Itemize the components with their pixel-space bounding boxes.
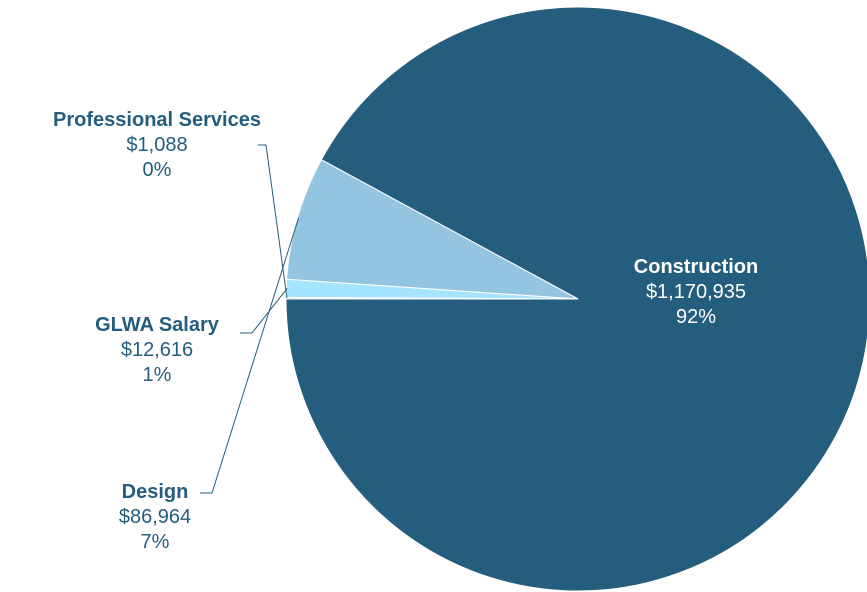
leader-line-glwa-salary [240, 288, 288, 334]
pie-slice-construction [285, 6, 867, 592]
label-name: Construction [634, 256, 758, 278]
data-labels: Construction $1,170,935 92% Design $86,964 7%… [53, 109, 758, 553]
label-percent: 1% [143, 364, 172, 386]
pie-slice-professional-services [285, 296, 579, 300]
data-label-construction: Construction $1,170,935 92% [634, 256, 758, 328]
label-amount: $1,170,935 [646, 281, 746, 303]
leader-lines [200, 144, 300, 494]
leader-line-design [200, 217, 300, 494]
label-percent: 92% [676, 306, 716, 328]
label-percent: 0% [143, 159, 172, 181]
data-label-professional-services: Professional Services $1,088 0% [53, 109, 261, 181]
pie-slice-design [286, 158, 579, 300]
pie-slices [285, 6, 867, 592]
label-amount: $86,964 [119, 506, 191, 528]
label-name: Professional Services [53, 109, 261, 131]
label-name: GLWA Salary [95, 314, 220, 336]
label-percent: 7% [141, 531, 170, 553]
leader-line-professional-services [258, 144, 288, 299]
label-name: Design [122, 481, 189, 503]
label-amount: $1,088 [126, 134, 187, 156]
label-amount: $12,616 [121, 339, 193, 361]
data-label-glwa-salary: GLWA Salary $12,616 1% [95, 314, 220, 386]
data-label-design: Design $86,964 7% [119, 481, 191, 553]
